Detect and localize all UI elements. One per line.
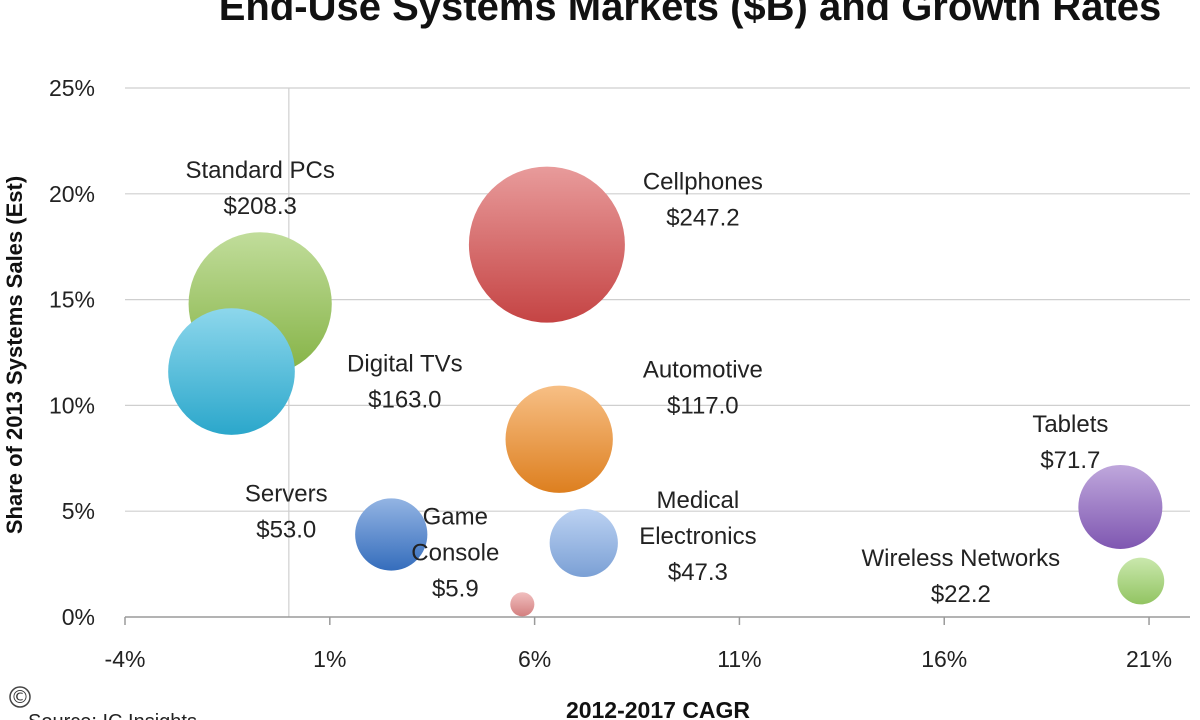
label-automotive: $117.0 [667,392,739,419]
label-medical-electronics: Electronics [639,523,756,550]
bubble-automotive [505,385,613,493]
label-standard-pcs: Standard PCs [185,157,334,184]
y-tick-label: 20% [49,181,95,207]
label-medical-electronics: Medical [657,487,740,514]
bubble-digital-tvs [168,308,295,435]
label-game-console: Game [423,503,488,530]
source-note: Source: IC Insights [28,711,197,720]
label-standard-pcs: $208.3 [223,193,296,220]
x-tick-label: 11% [717,646,761,672]
bubble-labels: Standard PCs $208.3 Cellphones $247.2 Digita… [185,157,1108,608]
x-axis-label: 2012-2017 CAGR [566,697,750,720]
axes [124,616,1190,625]
copyright-circle [9,686,31,708]
label-tablets: $71.7 [1040,447,1100,474]
bubble-wireless-networks [1117,557,1165,605]
copyright-symbol: © [11,687,29,708]
label-game-console: $5.9 [432,575,479,602]
label-cellphones: $247.2 [666,205,739,232]
bubbles [168,166,1165,617]
bubble-cellphones [468,166,625,323]
label-servers: $53.0 [256,516,316,543]
x-tick-label: 1% [313,646,346,672]
bubble-game-console [510,592,535,617]
bubble-servers [355,498,428,571]
x-tick-label: 21% [1126,646,1172,672]
y-tick-label: 0% [62,604,95,630]
label-wireless-networks: $22.2 [931,581,991,608]
label-game-console: Console [411,539,499,566]
label-digital-tvs: Digital TVs [347,351,463,378]
x-tick-label: 16% [921,646,967,672]
label-servers: Servers [245,480,328,507]
tick-labels: -4% 1% 6% 11% 16% 21% 0% 5% 10% 15% 20% 25% [49,75,1172,672]
y-tick-label: 15% [49,287,95,313]
y-axis-label: Share of 2013 Systems Sales (Est) [2,176,27,534]
x-tick-label: 6% [518,646,551,672]
chart-title: End-Use Systems Markets ($B) and Growth … [219,0,1161,29]
y-tick-label: 25% [49,75,95,101]
y-tick-label: 10% [49,392,95,418]
label-tablets: Tablets [1032,411,1108,438]
label-wireless-networks: Wireless Networks [861,545,1060,572]
bubble-medical-electronics [549,508,618,578]
copyright-mark: © [9,686,31,708]
label-digital-tvs: $163.0 [368,387,441,414]
bubble-tablets [1078,464,1163,549]
x-tick-label: -4% [105,646,146,672]
label-medical-electronics: $47.3 [668,559,728,586]
y-tick-label: 5% [62,498,95,524]
label-cellphones: Cellphones [643,169,763,196]
label-automotive: Automotive [643,356,763,383]
